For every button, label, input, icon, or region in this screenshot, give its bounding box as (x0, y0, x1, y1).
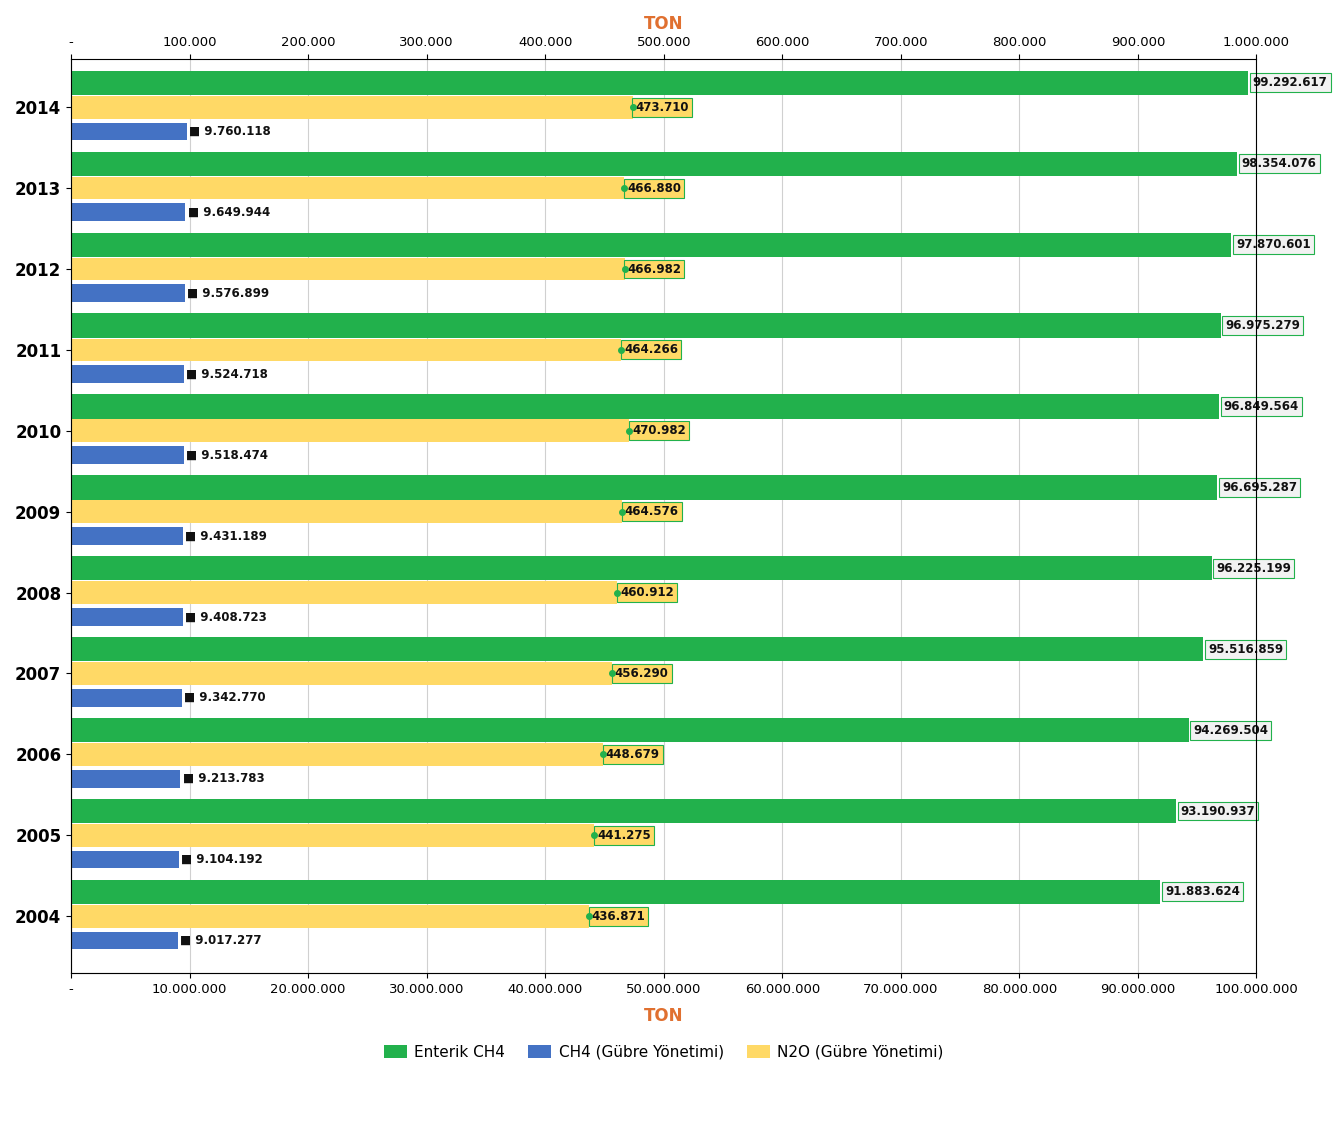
Bar (71, 719, 1189, 743)
Text: ■ 9.342.770: ■ 9.342.770 (184, 691, 266, 705)
Bar (71, 932, 177, 949)
Legend: Enterik CH4, CH4 (Gübre Yönetimi), N2O (Gübre Yönetimi): Enterik CH4, CH4 (Gübre Yönetimi), N2O (… (377, 1038, 950, 1066)
Text: 464.266: 464.266 (624, 344, 678, 356)
Bar (71, 446, 184, 464)
Bar (71, 314, 1221, 338)
Text: 466.982: 466.982 (627, 262, 681, 275)
Bar (71, 501, 622, 523)
Bar (71, 770, 180, 787)
Bar (71, 743, 603, 766)
Bar (71, 905, 588, 927)
Bar (71, 581, 618, 604)
Text: ■ 9.431.189: ■ 9.431.189 (185, 529, 267, 542)
Bar (71, 556, 1211, 581)
Text: ■ 9.408.723: ■ 9.408.723 (185, 611, 267, 623)
Text: 470.982: 470.982 (633, 424, 686, 438)
Text: 93.190.937: 93.190.937 (1180, 804, 1256, 817)
Text: 460.912: 460.912 (620, 586, 674, 599)
Bar (71, 123, 187, 140)
Text: ■ 9.104.192: ■ 9.104.192 (181, 853, 263, 866)
Text: ■ 9.576.899: ■ 9.576.899 (187, 286, 269, 300)
Bar (71, 880, 1160, 904)
Text: 98.354.076: 98.354.076 (1242, 157, 1316, 171)
Text: 456.290: 456.290 (615, 667, 669, 680)
Bar (71, 689, 181, 707)
Text: 96.975.279: 96.975.279 (1225, 319, 1300, 332)
Text: 473.710: 473.710 (635, 101, 689, 113)
Bar (71, 176, 624, 199)
Text: 436.871: 436.871 (592, 910, 646, 923)
Text: ■ 9.518.474: ■ 9.518.474 (187, 448, 269, 462)
Text: ■ 9.017.277: ■ 9.017.277 (180, 934, 262, 947)
Text: ■ 9.760.118: ■ 9.760.118 (189, 125, 271, 138)
Bar (71, 799, 1175, 823)
Text: 96.849.564: 96.849.564 (1223, 400, 1299, 413)
Bar (71, 151, 1237, 176)
Text: 96.225.199: 96.225.199 (1217, 562, 1292, 575)
Bar (71, 662, 612, 685)
Text: ■ 9.213.783: ■ 9.213.783 (183, 772, 265, 785)
Text: 91.883.624: 91.883.624 (1164, 886, 1240, 898)
X-axis label: TON: TON (643, 1006, 684, 1025)
Bar (71, 394, 1219, 418)
Bar (71, 824, 594, 847)
Text: 95.516.859: 95.516.859 (1209, 643, 1283, 656)
Bar (71, 204, 185, 221)
Text: 99.292.617: 99.292.617 (1253, 77, 1327, 89)
Bar (71, 637, 1203, 661)
Bar (71, 609, 183, 626)
X-axis label: TON: TON (643, 15, 684, 33)
Text: 441.275: 441.275 (596, 829, 651, 842)
Text: ■ 9.649.944: ■ 9.649.944 (188, 206, 270, 219)
Text: 96.695.287: 96.695.287 (1222, 481, 1297, 494)
Bar (71, 527, 183, 544)
Bar (71, 71, 1248, 95)
Bar (71, 258, 624, 281)
Bar (71, 338, 622, 361)
Bar (71, 284, 184, 303)
Bar (71, 850, 179, 869)
Bar (71, 476, 1217, 500)
Text: 94.269.504: 94.269.504 (1194, 723, 1268, 737)
Text: 448.679: 448.679 (606, 748, 659, 761)
Text: ■ 9.524.718: ■ 9.524.718 (187, 368, 269, 380)
Bar (71, 96, 633, 118)
Text: 464.576: 464.576 (624, 505, 678, 518)
Text: 97.870.601: 97.870.601 (1236, 238, 1311, 251)
Bar (71, 419, 630, 442)
Bar (71, 366, 184, 383)
Text: 466.880: 466.880 (627, 181, 681, 195)
Bar (71, 233, 1232, 257)
